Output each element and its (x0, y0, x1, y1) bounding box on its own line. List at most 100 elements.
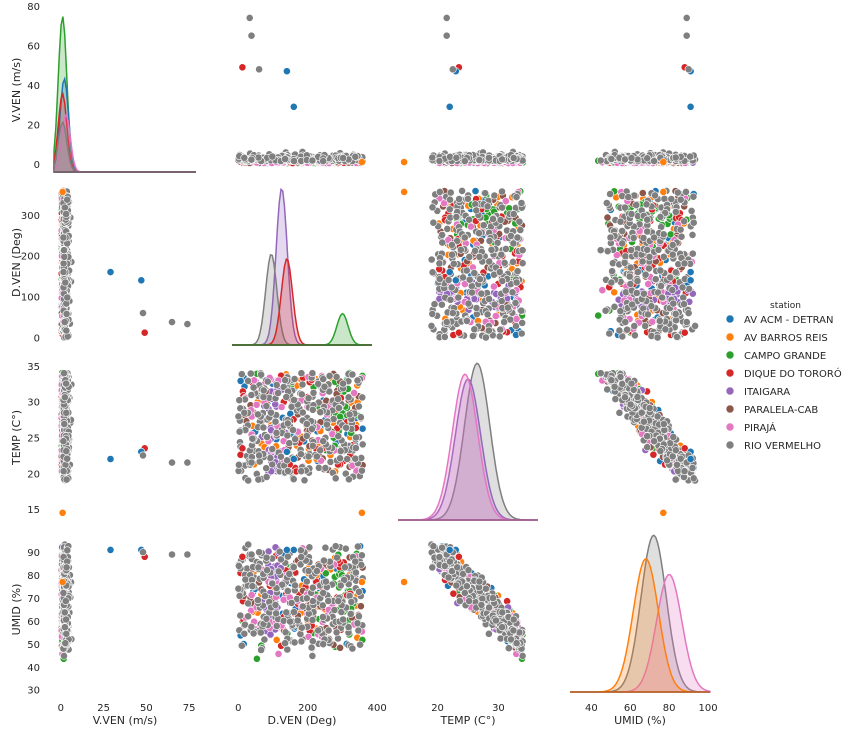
point (460, 233, 469, 242)
point (651, 275, 660, 284)
point (452, 153, 461, 162)
point (594, 311, 603, 320)
point (267, 408, 275, 417)
point (518, 246, 527, 255)
point (358, 424, 367, 433)
point (673, 188, 682, 197)
point (676, 195, 685, 204)
point (262, 473, 271, 481)
point (234, 460, 243, 469)
point (626, 280, 635, 288)
point (282, 447, 291, 456)
point (352, 433, 360, 442)
point (629, 233, 638, 242)
point (456, 245, 465, 254)
point (342, 423, 351, 432)
point (351, 454, 360, 463)
point (247, 458, 256, 467)
point (435, 187, 444, 196)
point (334, 432, 343, 441)
point (623, 325, 631, 334)
panel-temp-umid (594, 369, 699, 517)
point (621, 203, 629, 212)
point (643, 154, 652, 163)
point (276, 452, 285, 461)
point (606, 233, 615, 242)
point (679, 293, 688, 302)
point (448, 65, 457, 74)
point (308, 369, 317, 378)
point (472, 206, 481, 215)
point (641, 270, 650, 279)
point (325, 371, 334, 380)
point (472, 304, 481, 312)
point (297, 369, 306, 378)
point (320, 382, 329, 391)
point (440, 332, 449, 341)
point (244, 476, 253, 485)
point (661, 325, 670, 334)
point (671, 153, 680, 162)
point (649, 450, 658, 459)
point (518, 318, 527, 327)
point (477, 289, 486, 298)
point (247, 391, 256, 399)
point (659, 158, 668, 166)
point (656, 212, 665, 221)
point (437, 300, 446, 309)
point (464, 194, 472, 203)
point (259, 423, 268, 432)
point (496, 325, 505, 334)
point (455, 195, 463, 203)
point (247, 155, 256, 164)
y-tick-temp: 20 (27, 469, 40, 480)
point (685, 284, 693, 293)
point (470, 269, 479, 277)
point (498, 187, 506, 196)
point (655, 316, 664, 325)
point (471, 246, 479, 255)
point (268, 152, 277, 161)
kde-piraj- (53, 112, 196, 173)
point (659, 252, 668, 261)
point (429, 218, 438, 227)
point (490, 191, 499, 200)
point (435, 156, 444, 165)
point (438, 238, 447, 247)
point (632, 201, 641, 209)
point (298, 408, 307, 417)
point (691, 321, 699, 330)
point (339, 379, 347, 388)
point (643, 215, 652, 224)
y-tick-vven: 40 (27, 81, 40, 92)
point (656, 266, 665, 275)
point (615, 326, 624, 335)
y-tick-dven: 300 (21, 211, 40, 222)
point (262, 464, 271, 473)
point (332, 372, 341, 381)
point (495, 332, 504, 341)
point (489, 282, 498, 291)
point (680, 259, 689, 268)
point (268, 445, 277, 453)
point (479, 221, 488, 230)
kde-campo-grande (53, 16, 196, 173)
point (290, 375, 299, 383)
point (659, 187, 668, 196)
point (289, 426, 297, 434)
point (344, 393, 353, 402)
point (672, 268, 680, 277)
point (351, 152, 360, 161)
point (497, 250, 506, 259)
point (678, 283, 687, 292)
panel-dven-temp (400, 186, 527, 342)
point (321, 464, 330, 472)
point (509, 210, 518, 218)
point (680, 300, 688, 309)
point (334, 395, 342, 403)
point (106, 455, 115, 463)
point (237, 370, 246, 379)
point (628, 300, 636, 309)
